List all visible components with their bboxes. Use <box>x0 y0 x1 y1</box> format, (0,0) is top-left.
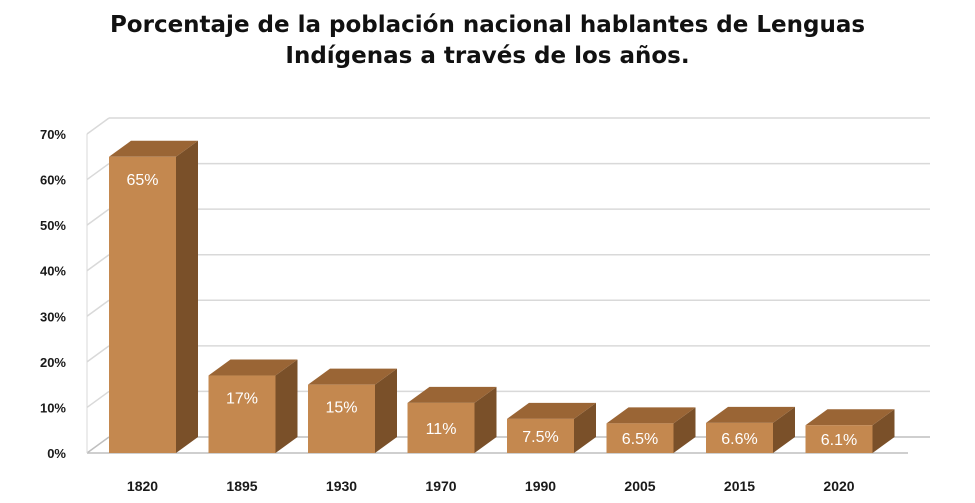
data-label: 6.6% <box>721 431 757 448</box>
gridline-depth <box>86 299 110 317</box>
gridline-depth <box>86 208 110 226</box>
x-tick-label: 2005 <box>624 478 655 494</box>
bar-front <box>407 402 475 453</box>
bar-top <box>407 386 497 403</box>
bar-1895: 17% <box>208 359 298 453</box>
x-tick-label: 2015 <box>724 478 755 494</box>
bar-top <box>109 140 198 157</box>
bar-front <box>706 422 773 453</box>
y-tick-label: 60% <box>40 173 66 188</box>
bar-1820: 65% <box>109 140 198 454</box>
data-label: 6.1% <box>821 432 857 449</box>
y-tick-label: 40% <box>40 264 66 279</box>
data-label: 11% <box>426 421 457 438</box>
data-label: 65% <box>126 172 158 189</box>
y-axis: 0% 10% 20% 30% 40% 50% 60% 70% <box>40 127 66 461</box>
bar-side <box>275 359 298 453</box>
bar-front <box>208 375 276 453</box>
bar-side <box>176 140 198 454</box>
chart-title-line-2: Indígenas a través de los años. <box>285 43 690 69</box>
bar-1990: 7.5% <box>507 402 596 453</box>
chart-title-line-1: Porcentaje de la población nacional habl… <box>109 12 866 38</box>
bar-front <box>507 418 574 453</box>
gridline-depth <box>86 254 110 272</box>
gridline-depth <box>86 390 110 409</box>
data-label: 17% <box>226 391 258 408</box>
bar-top <box>308 368 397 385</box>
bar-top <box>805 409 895 426</box>
bars: 65% 17% 15% 11% 7.5% 6.5% 6.6% 6.1% <box>109 140 895 454</box>
data-label: 7.5% <box>522 429 558 446</box>
chart-title: Porcentaje de la población nacional habl… <box>0 10 975 72</box>
y-tick-label: 0% <box>47 446 66 461</box>
y-tick-label: 20% <box>40 355 66 370</box>
gridline-depth <box>86 162 110 181</box>
bar-side <box>673 407 696 453</box>
bar-2020: 6.1% <box>805 409 895 453</box>
x-tick-label: 1820 <box>127 478 158 494</box>
y-tick-label: 70% <box>40 127 66 142</box>
gridline-depth <box>86 345 110 363</box>
bar-side <box>574 402 596 453</box>
bar-top <box>606 407 696 424</box>
bar-top <box>706 406 795 423</box>
bar-1970: 11% <box>407 386 497 453</box>
bar-front <box>606 423 674 453</box>
bar-side <box>474 386 497 453</box>
bar-2005: 6.5% <box>606 407 696 453</box>
bar-side <box>773 406 795 453</box>
bar-front <box>805 425 873 453</box>
x-tick-label: 1930 <box>326 478 357 494</box>
y-tick-label: 50% <box>40 218 66 233</box>
x-tick-label: 1970 <box>425 478 456 494</box>
bar-top <box>507 402 596 419</box>
bar-front <box>109 156 176 454</box>
bar-2015: 6.6% <box>706 406 795 453</box>
bar-top <box>208 359 298 376</box>
gridline-depth <box>86 436 110 454</box>
x-tick-label: 1895 <box>226 478 257 494</box>
bar-front <box>308 384 375 453</box>
x-axis: 1820 1895 1930 1970 1990 2005 2015 2020 <box>127 478 855 494</box>
data-label: 15% <box>325 400 357 417</box>
gridline-depth <box>86 117 110 135</box>
x-tick-label: 2020 <box>823 478 854 494</box>
data-label: 6.5% <box>622 431 658 448</box>
bar-side <box>375 368 397 453</box>
bar-side <box>872 409 895 453</box>
x-tick-label: 1990 <box>525 478 556 494</box>
y-tick-label: 30% <box>40 309 66 324</box>
bar-1930: 15% <box>308 368 397 453</box>
y-tick-label: 10% <box>40 400 66 415</box>
